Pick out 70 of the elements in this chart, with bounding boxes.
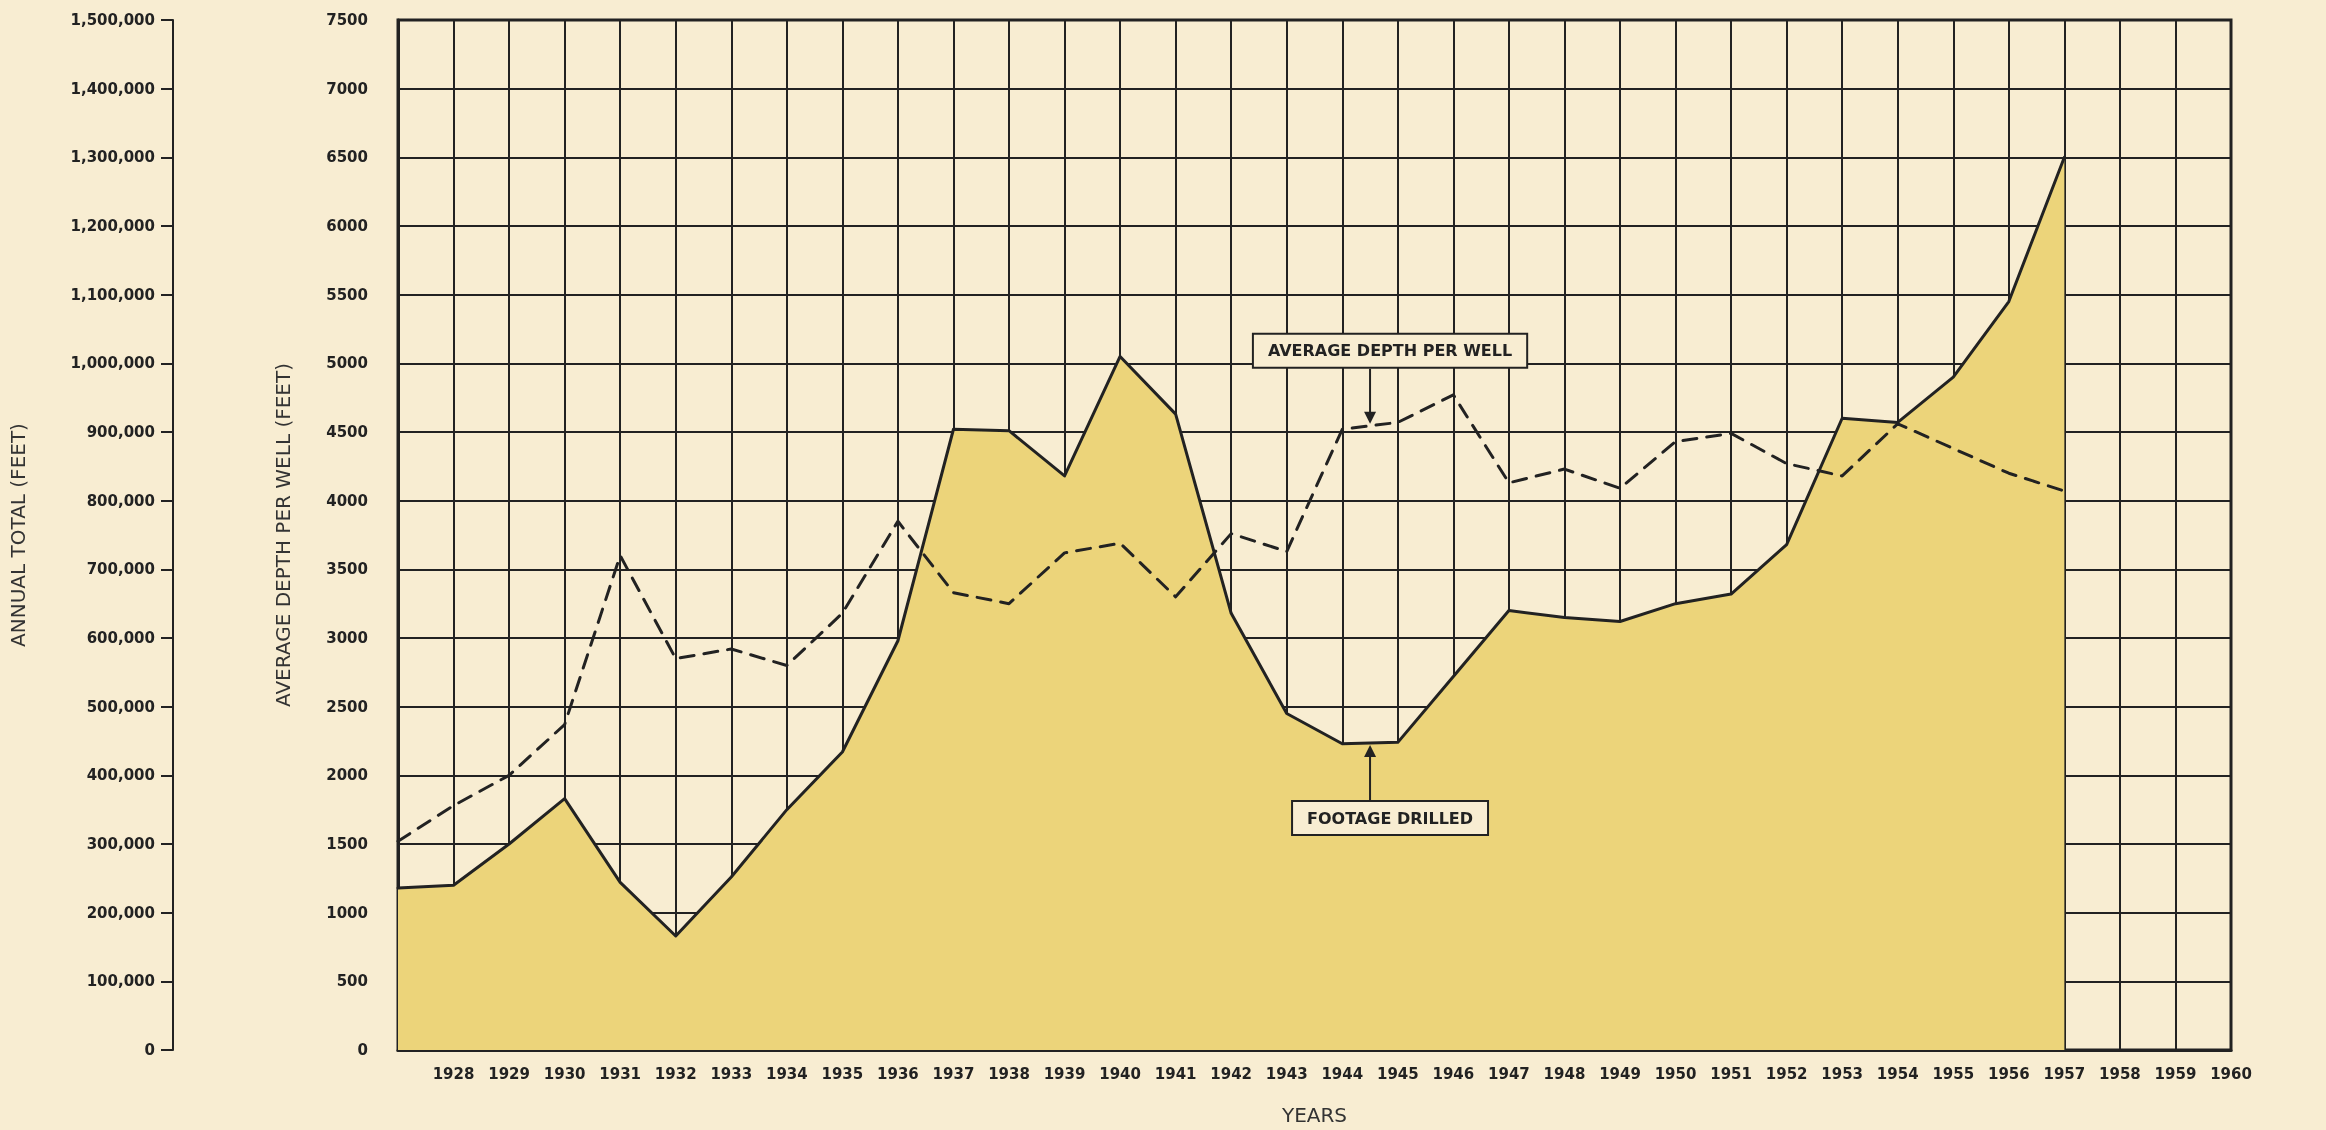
y-tick-label: 5000 xyxy=(326,354,368,373)
x-tick-label: 1946 xyxy=(1432,1064,1475,1083)
y2-tick-label: 900,000 xyxy=(86,423,155,441)
x-tick-label: 1947 xyxy=(1488,1064,1530,1083)
x-tick-label: 1951 xyxy=(1710,1064,1752,1083)
x-tick-label: 1940 xyxy=(1099,1064,1141,1083)
x-tick-label: 1936 xyxy=(877,1064,919,1083)
x-tick-label: 1938 xyxy=(988,1064,1030,1083)
x-tick-label: 1950 xyxy=(1654,1064,1697,1083)
y-tick-label: 6500 xyxy=(326,148,368,167)
x-tick-label: 1939 xyxy=(1043,1064,1086,1083)
y-tick-label: 7500 xyxy=(326,11,368,29)
y2-tick-label: 1,200,000 xyxy=(70,217,155,235)
y2-tick-label: 100,000 xyxy=(86,972,155,991)
x-tick-label: 1953 xyxy=(1821,1064,1864,1083)
x-tick-label: 1937 xyxy=(932,1064,975,1083)
y2-tick-label: 1,400,000 xyxy=(70,79,155,98)
x-tick-label: 1954 xyxy=(1876,1064,1919,1083)
x-tick-label: 1958 xyxy=(2099,1064,2141,1083)
y2-tick-label: 400,000 xyxy=(86,766,155,785)
y2-tick-label: 0 xyxy=(144,1041,155,1059)
y2-tick-label: 800,000 xyxy=(86,491,155,510)
y2-tick-label: 600,000 xyxy=(86,629,155,647)
y2-tick-label: 200,000 xyxy=(86,903,155,922)
y2-tick-label: 1,000,000 xyxy=(70,354,155,373)
y-tick-label: 2500 xyxy=(326,697,368,716)
y2-tick-label: 1,300,000 xyxy=(70,148,155,167)
x-tick-label: 1944 xyxy=(1321,1064,1364,1083)
x-tick-label: 1932 xyxy=(654,1064,697,1083)
x-tick-label: 1929 xyxy=(488,1064,530,1083)
x-tick-label: 1928 xyxy=(432,1064,475,1083)
y-tick-label: 1000 xyxy=(326,903,368,922)
x-tick-label: 1956 xyxy=(1987,1064,2030,1083)
y2-axis-title: ANNUAL TOTAL (FEET) xyxy=(6,423,30,647)
y-tick-label: 4000 xyxy=(326,491,368,510)
y-tick-label: 500 xyxy=(336,972,368,991)
x-axis-title: YEARS xyxy=(1280,1103,1348,1127)
x-tick-label: 1931 xyxy=(599,1064,642,1083)
y-tick-label: 3000 xyxy=(326,629,368,647)
x-tick-label: 1948 xyxy=(1543,1064,1586,1083)
y2-tick-label: 700,000 xyxy=(86,560,155,579)
x-tick-label: 1943 xyxy=(1265,1064,1308,1083)
x-tick-label: 1955 xyxy=(1932,1064,1975,1083)
y2-tick-label: 300,000 xyxy=(86,835,155,853)
x-tick-label: 1941 xyxy=(1154,1064,1197,1083)
x-tick-label: 1934 xyxy=(765,1064,808,1083)
x-tick-label: 1960 xyxy=(2210,1064,2252,1083)
x-tick-label: 1949 xyxy=(1599,1064,1641,1083)
y2-tick-label: 1,500,000 xyxy=(70,11,155,29)
y-tick-label: 2000 xyxy=(326,766,368,785)
series-label: FOOTAGE DRILLED xyxy=(1307,808,1474,828)
y-tick-label: 0 xyxy=(357,1041,368,1059)
x-tick-label: 1952 xyxy=(1765,1064,1808,1083)
y-axis-title: AVERAGE DEPTH PER WELL (FEET) xyxy=(271,363,295,707)
x-tick-label: 1933 xyxy=(710,1064,753,1083)
y-tick-label: 1500 xyxy=(326,835,368,853)
x-tick-label: 1957 xyxy=(2043,1064,2086,1083)
x-tick-label: 1945 xyxy=(1376,1064,1419,1083)
y2-tick-label: 1,100,000 xyxy=(70,285,155,304)
x-tick-label: 1930 xyxy=(543,1064,586,1083)
y-tick-label: 7000 xyxy=(326,79,368,98)
x-tick-label: 1942 xyxy=(1210,1064,1253,1083)
text: AVERAGE DEPTH PER WELL xyxy=(1267,341,1513,361)
y2-tick-label: 500,000 xyxy=(86,697,155,716)
y-tick-label: 6000 xyxy=(326,217,368,235)
y-tick-label: 3500 xyxy=(326,560,368,579)
y-tick-label: 5500 xyxy=(326,285,368,304)
y-tick-label: 4500 xyxy=(326,423,368,441)
x-tick-label: 1935 xyxy=(821,1064,864,1083)
x-tick-label: 1959 xyxy=(2154,1064,2197,1083)
